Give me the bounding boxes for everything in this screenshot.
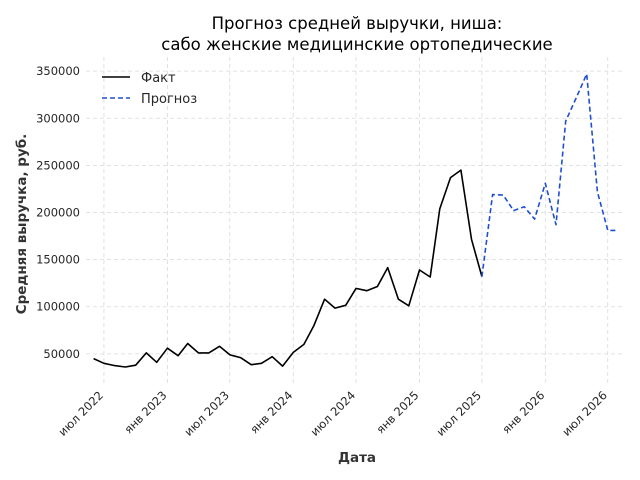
x-tick-label: июл 2026 [559,388,610,439]
x-tick-label: июл 2025 [433,388,484,439]
y-axis-label: Средняя выручка, руб. [14,134,30,315]
x-tick-label: янв 2026 [499,388,547,436]
y-tick-label: 100000 [36,300,80,314]
x-tick-label: июл 2022 [56,388,107,439]
x-axis-label: Дата [338,450,376,466]
series-layer [93,73,619,368]
x-tick-label: июл 2023 [181,388,232,439]
legend-label-fact: Факт [141,71,176,86]
x-tick-label: июл 2024 [308,388,359,439]
y-tick-label: 200000 [36,205,80,219]
grid [86,57,625,384]
series-line-fact [93,169,483,368]
y-tick-label: 150000 [36,253,80,267]
y-tick-label: 350000 [36,64,80,78]
x-axis-ticks: июл 2022 янв 2023 июл 2023 янв 2024 июл 2024… [56,388,610,439]
y-tick-label: 50000 [43,347,80,361]
y-axis-ticks: 50000 100000 150000 200000 250000 300000 35000… [36,64,80,361]
chart-title-line-2: сабо женские медицинские ортопедические [161,35,552,54]
chart-title-line-1: Прогноз средней выручки, ниша: [212,14,503,33]
legend: Факт Прогноз [102,71,197,107]
y-tick-label: 300000 [36,111,80,125]
legend-label-forecast: Прогноз [141,92,197,107]
series-line-forecast [481,73,619,277]
x-tick-label: янв 2023 [121,388,169,436]
x-tick-label: янв 2024 [247,388,295,436]
x-tick-label: янв 2025 [373,388,421,436]
y-tick-label: 250000 [36,158,80,172]
